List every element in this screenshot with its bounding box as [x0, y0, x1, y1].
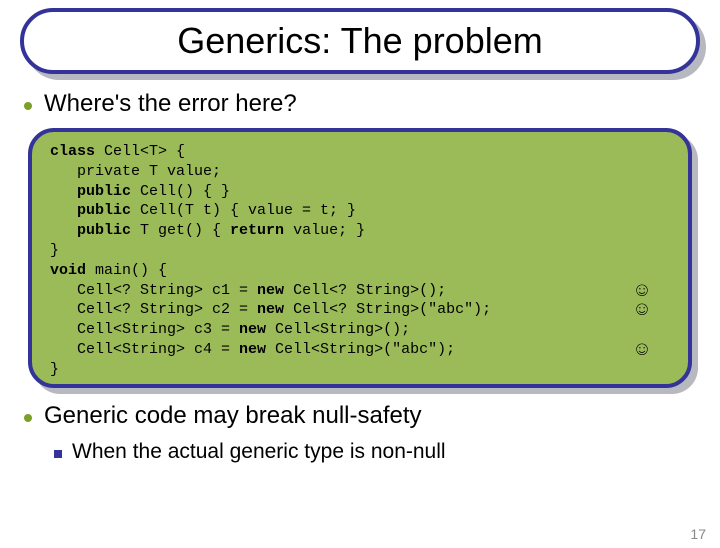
- sub-bullet-text: When the actual generic type is non-null: [72, 440, 446, 464]
- sub-bullet-square-icon: [54, 450, 62, 458]
- slide-content: Where's the error here? class Cell<T> { …: [0, 74, 720, 464]
- code-line: public Cell(T t) { value = t; }: [50, 201, 670, 221]
- code-line: public Cell() { }: [50, 182, 670, 202]
- code-block: class Cell<T> { private T value; public …: [28, 128, 692, 388]
- code-line: }: [50, 241, 670, 261]
- bullet-2: Generic code may break null-safety: [24, 402, 696, 430]
- code-line: }: [50, 360, 670, 380]
- sub-bullet: When the actual generic type is non-null: [54, 440, 696, 464]
- bullet-1: Where's the error here?: [24, 90, 696, 118]
- slide-title: Generics: The problem: [177, 20, 543, 62]
- title-inner: Generics: The problem: [20, 8, 700, 74]
- code-line: public T get() { return value; }: [50, 221, 670, 241]
- bullet-dot-icon: [24, 414, 32, 422]
- code-line: Cell<? String> c2 = new Cell<? String>("…: [50, 300, 670, 320]
- code-line: void main() {: [50, 261, 670, 281]
- bullet-2-text: Generic code may break null-safety: [44, 402, 422, 430]
- bullet-1-text: Where's the error here?: [44, 90, 297, 118]
- code-line: Cell<String> c3 = new Cell<String>();: [50, 320, 670, 340]
- code-line: private T value;: [50, 162, 670, 182]
- bullet-dot-icon: [24, 102, 32, 110]
- code-line: Cell<? String> c1 = new Cell<? String>()…: [50, 281, 670, 301]
- code-line: class Cell<T> {: [50, 142, 670, 162]
- code-panel: class Cell<T> { private T value; public …: [28, 128, 692, 388]
- code-line: Cell<String> c4 = new Cell<String>("abc"…: [50, 340, 670, 360]
- title-bar: Generics: The problem: [20, 8, 700, 74]
